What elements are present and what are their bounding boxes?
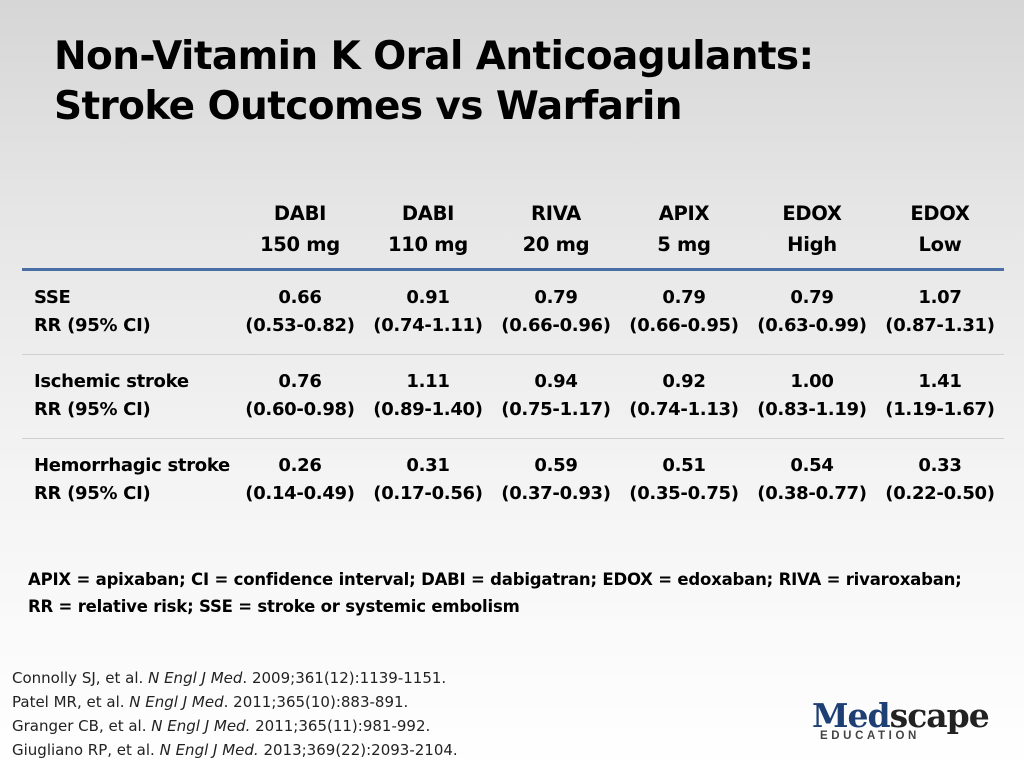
abbreviations-footnote: APIX = apixaban; CI = confidence interva… xyxy=(28,566,1008,620)
references-list: Connolly SJ, et al. N Engl J Med. 2009;3… xyxy=(12,666,652,762)
row-label: Hemorrhagic stroke RR (95% CI) xyxy=(34,455,230,504)
table-cell: 1.41 (1.19-1.67) xyxy=(885,371,995,420)
header-empty-cell xyxy=(22,198,236,270)
reference-item: Patel MR, et al. N Engl J Med. 2011;365(… xyxy=(12,693,409,711)
table-row: Ischemic stroke RR (95% CI) 0.76 (0.60-0.9… xyxy=(22,354,1004,439)
table-cell: 0.31 (0.17-0.56) xyxy=(373,455,483,504)
slide-title: Non-Vitamin K Oral Anticoagulants: Strok… xyxy=(54,32,814,132)
table-cell: 1.00 (0.83-1.19) xyxy=(757,371,867,420)
table-cell: 1.07 (0.87-1.31) xyxy=(885,287,995,336)
slide-title-line-1: Non-Vitamin K Oral Anticoagulants: xyxy=(54,34,814,79)
table-cell: 0.79 (0.63-0.99) xyxy=(757,287,867,336)
table-cell: 0.51 (0.35-0.75) xyxy=(629,455,739,504)
column-header: DABI 150 mg xyxy=(260,202,340,256)
column-header: EDOX Low xyxy=(910,202,970,256)
logo-subtitle: EDUCATION xyxy=(820,730,920,742)
table-cell: 0.59 (0.37-0.93) xyxy=(501,455,611,504)
abbreviations-line-1: APIX = apixaban; CI = confidence interva… xyxy=(28,570,962,589)
reference-item: Connolly SJ, et al. N Engl J Med. 2009;3… xyxy=(12,669,447,687)
reference-item: Granger CB, et al. N Engl J Med. 2011;36… xyxy=(12,717,431,735)
column-header: EDOX High xyxy=(782,202,842,256)
table-cell: 0.33 (0.22-0.50) xyxy=(885,455,995,504)
abbreviations-line-2: RR = relative risk; SSE = stroke or syst… xyxy=(28,597,520,616)
column-header: DABI 110 mg xyxy=(388,202,468,256)
table-cell: 0.76 (0.60-0.98) xyxy=(245,371,355,420)
table-cell: 0.79 (0.66-0.95) xyxy=(629,287,739,336)
table-cell: 0.79 (0.66-0.96) xyxy=(501,287,611,336)
table-row: Hemorrhagic stroke RR (95% CI) 0.26 (0.14-… xyxy=(22,438,1004,523)
table-cell: 0.26 (0.14-0.49) xyxy=(245,455,355,504)
table-cell: 0.92 (0.74-1.13) xyxy=(629,371,739,420)
reference-item: Giugliano RP, et al. N Engl J Med. 2013;… xyxy=(12,741,458,759)
table-header-row: DABI 150 mg DABI 110 mg RIVA 20 mg APIX 5 mg… xyxy=(22,198,1004,270)
table-cell: 0.94 (0.75-1.17) xyxy=(501,371,611,420)
table-cell: 0.91 (0.74-1.11) xyxy=(373,287,483,336)
row-label: SSE RR (95% CI) xyxy=(34,287,151,336)
column-header: RIVA 20 mg xyxy=(522,202,590,256)
table-cell: 0.66 (0.53-0.82) xyxy=(245,287,355,336)
slide-title-line-2: Stroke Outcomes vs Warfarin xyxy=(54,84,682,129)
logo-wordmark: Medscape xyxy=(812,696,990,735)
stroke-outcomes-table: DABI 150 mg DABI 110 mg RIVA 20 mg APIX 5 mg… xyxy=(22,198,1004,522)
table-cell: 1.11 (0.89-1.40) xyxy=(373,371,483,420)
row-label: Ischemic stroke RR (95% CI) xyxy=(34,371,189,420)
table-cell: 0.54 (0.38-0.77) xyxy=(757,455,867,504)
column-header: APIX 5 mg xyxy=(657,202,711,256)
medscape-education-logo: Medscape EDUCATION xyxy=(812,696,990,748)
table-row: SSE RR (95% CI) 0.66 (0.53-0.82) 0.91 (0.74… xyxy=(22,270,1004,355)
